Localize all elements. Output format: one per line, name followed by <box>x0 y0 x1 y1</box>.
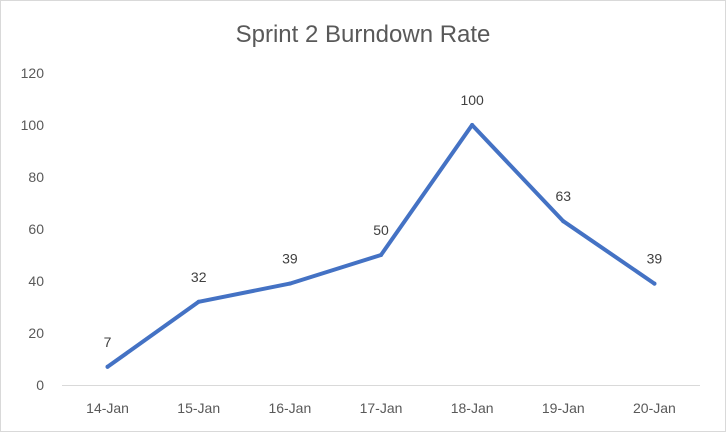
data-label: 50 <box>373 222 389 238</box>
y-axis-tick-labels: 0 20 40 60 80 100 120 <box>21 65 45 393</box>
y-tick-label: 20 <box>28 325 44 341</box>
data-point <box>470 123 475 127</box>
data-label: 39 <box>647 251 663 267</box>
data-label: 39 <box>282 251 298 267</box>
data-label: 32 <box>191 269 207 285</box>
data-point <box>105 364 110 369</box>
series-group <box>105 123 657 369</box>
data-labels: 7 32 39 50 100 63 39 <box>104 92 663 350</box>
data-label: 100 <box>460 92 484 108</box>
data-point <box>379 253 383 257</box>
x-tick-label: 17-Jan <box>360 400 403 416</box>
chart-title: Sprint 2 Burndown Rate <box>236 21 491 48</box>
x-tick-label: 15-Jan <box>177 400 220 416</box>
x-axis-tick-labels: 14-Jan 15-Jan 16-Jan 17-Jan 18-Jan 19-Jan 20-J… <box>86 400 676 416</box>
y-tick-label: 120 <box>21 65 45 81</box>
data-label: 7 <box>104 334 112 350</box>
x-tick-label: 18-Jan <box>451 400 494 416</box>
y-tick-label: 60 <box>28 221 44 237</box>
data-point <box>196 299 201 304</box>
data-point <box>287 281 292 286</box>
data-point <box>652 281 657 286</box>
data-label: 63 <box>555 188 571 204</box>
y-tick-label: 100 <box>21 117 45 133</box>
x-tick-label: 14-Jan <box>86 400 129 416</box>
y-tick-label: 40 <box>28 273 44 289</box>
y-tick-label: 80 <box>28 169 44 185</box>
x-tick-label: 19-Jan <box>542 400 585 416</box>
y-tick-label: 0 <box>36 377 44 393</box>
data-point <box>561 219 566 224</box>
x-tick-label: 20-Jan <box>633 400 676 416</box>
x-tick-label: 16-Jan <box>268 400 311 416</box>
